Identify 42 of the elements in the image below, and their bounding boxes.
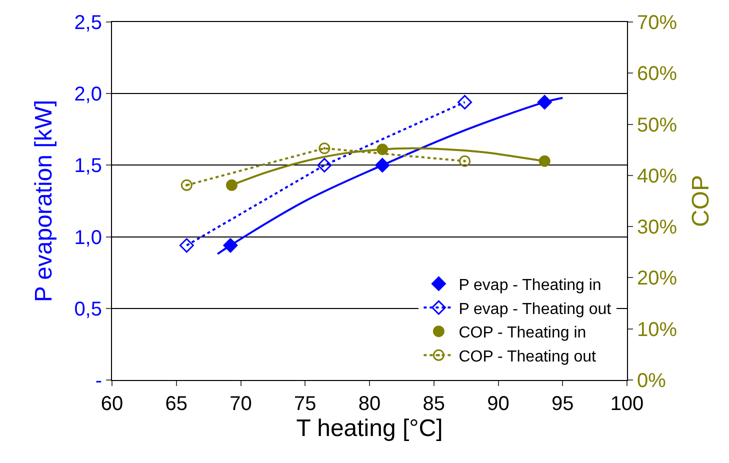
legend-label: P evap - Theating out	[458, 300, 612, 318]
x-tick-label: 80	[358, 393, 381, 415]
y-tick-label: 0,5	[74, 298, 102, 320]
y-axis-title: P evaporation [kW]	[30, 100, 58, 302]
point	[317, 158, 332, 172]
point	[459, 155, 471, 167]
legend-label: COP - Theating out	[458, 348, 597, 366]
legend-label: COP - Theating in	[458, 324, 586, 342]
y2-tick-label: 10%	[637, 318, 678, 341]
x-tick-label: 75	[294, 393, 316, 415]
point	[538, 155, 550, 167]
y2-tick-label: 30%	[637, 216, 678, 239]
y2-tick-label: 20%	[637, 268, 678, 290]
y-tick-label: -	[95, 370, 102, 392]
y-tick-label: 2,5	[74, 12, 102, 34]
y2-axis-title: COP	[688, 174, 715, 228]
point	[318, 142, 330, 154]
y2-tick-label: 70%	[637, 12, 678, 34]
y-tick-label: 1,5	[74, 155, 102, 178]
y2-tick-label: 40%	[637, 165, 678, 188]
x-tick-label: 60	[100, 393, 124, 415]
point	[226, 179, 238, 191]
point	[223, 238, 238, 253]
y-tick-label: 2,0	[74, 84, 102, 106]
y2-tick-label: 50%	[637, 114, 678, 136]
point	[375, 158, 390, 172]
y-tick-label: 1,0	[74, 226, 102, 249]
x-tick-label: 85	[422, 393, 446, 415]
x-tick-label: 95	[552, 393, 574, 415]
y2-tick-label: 60%	[637, 63, 678, 86]
point	[458, 94, 472, 110]
point	[376, 144, 388, 156]
legend-label: P evap - Theating in	[458, 276, 602, 294]
point	[180, 179, 192, 191]
x-tick-label: 90	[487, 393, 510, 415]
x-tick-label: 100	[610, 393, 644, 415]
point	[537, 94, 552, 110]
y2-tick-label: 0%	[637, 370, 666, 392]
x-axis-title: T heating [°C]	[296, 415, 443, 442]
point	[179, 238, 194, 253]
x-tick-label: 65	[165, 393, 188, 415]
x-tick-label: 70	[230, 393, 252, 415]
